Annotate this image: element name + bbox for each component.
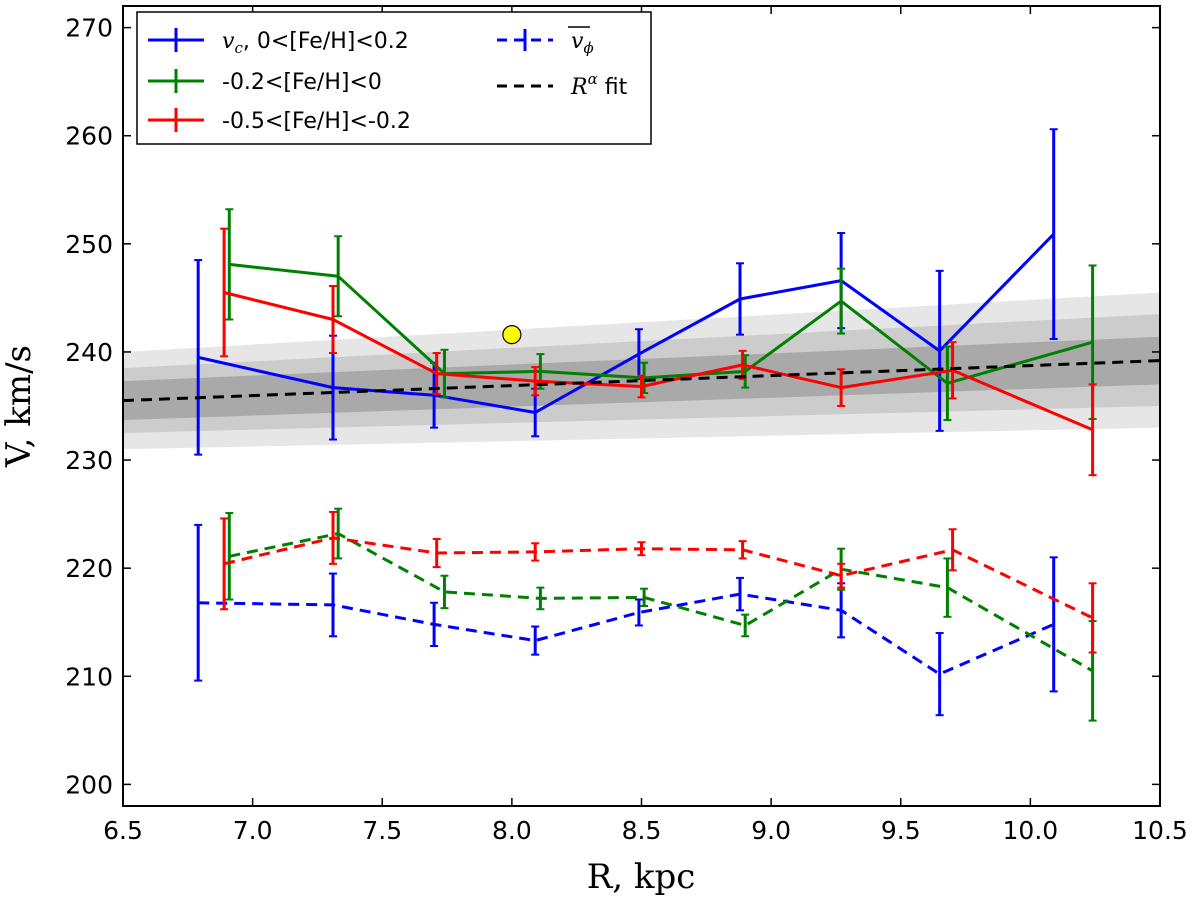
error-bar bbox=[943, 345, 952, 422]
x-tick-label: 9.0 bbox=[751, 816, 791, 845]
y-tick-label: 260 bbox=[65, 122, 113, 151]
y-tick-label: 250 bbox=[65, 230, 113, 259]
error-bar bbox=[948, 528, 957, 572]
error-bar bbox=[328, 572, 337, 638]
marker-layer bbox=[502, 325, 522, 345]
error-bar bbox=[738, 540, 747, 560]
series-4 bbox=[194, 523, 1058, 717]
error-bar bbox=[935, 269, 944, 432]
data-series bbox=[123, 128, 1160, 722]
series-line bbox=[198, 592, 1055, 676]
legend-vc-symbol: v bbox=[222, 29, 235, 54]
x-tick-label: 8.0 bbox=[492, 816, 532, 845]
legend-label-vphi: vϕ bbox=[571, 29, 594, 57]
x-tick-label: 9.5 bbox=[881, 816, 921, 845]
legend-entry-vphi: vϕ bbox=[497, 26, 594, 57]
legend-label-vc: vc, 0<[Fe/H]<0.2 bbox=[222, 29, 409, 57]
error-bar bbox=[943, 557, 952, 618]
legend-fit-superscript: α bbox=[588, 70, 598, 88]
legend-vc-subscript: c bbox=[234, 39, 243, 57]
error-bar bbox=[736, 576, 745, 612]
error-bar bbox=[640, 587, 649, 607]
y-tick-label: 270 bbox=[65, 14, 113, 43]
axis-ticks: 6.5 7.0 7.5 8.0 8.5 9.0 9.5 10.0 10.5 200 210 220 23… bbox=[65, 6, 1188, 845]
series-7 bbox=[123, 359, 1160, 403]
legend-label-green: -0.2<[Fe/H]<0 bbox=[222, 70, 382, 95]
legend-label-red: -0.5<[Fe/H]<-0.2 bbox=[222, 109, 411, 134]
error-bar bbox=[430, 601, 439, 647]
legend: vc, 0<[Fe/H]<0.2 -0.2<[Fe/H]<0 -0.5<[Fe/… bbox=[136, 11, 652, 145]
error-bar bbox=[328, 285, 337, 355]
x-axis-title: R, kpc bbox=[587, 857, 696, 897]
legend-entry-green: -0.2<[Fe/H]<0 bbox=[148, 69, 382, 95]
legend-label-fit: Rα fit bbox=[570, 70, 628, 100]
x-tick-label: 7.0 bbox=[233, 816, 273, 845]
legend-entry-vc: vc, 0<[Fe/H]<0.2 bbox=[148, 28, 409, 57]
legend-fit-symbol: R bbox=[570, 75, 588, 100]
error-bar bbox=[741, 613, 750, 638]
legend-vc-rest: , 0<[Fe/H]<0.2 bbox=[243, 29, 409, 54]
error-bar bbox=[531, 542, 540, 562]
series-line bbox=[123, 359, 1160, 403]
y-tick-label: 200 bbox=[65, 770, 113, 799]
error-bar bbox=[225, 208, 234, 321]
error-bar bbox=[1049, 556, 1058, 693]
error-bar bbox=[194, 523, 203, 682]
error-bar bbox=[334, 235, 343, 318]
error-bar bbox=[948, 341, 957, 400]
y-tick-label: 230 bbox=[65, 446, 113, 475]
series-6 bbox=[220, 510, 1097, 654]
error-bar bbox=[531, 625, 540, 656]
series-3 bbox=[220, 227, 1097, 477]
x-tick-label: 8.5 bbox=[622, 816, 662, 845]
error-bar bbox=[334, 507, 343, 560]
error-bar bbox=[1049, 128, 1058, 340]
y-axis-title: V, km/s bbox=[0, 345, 39, 468]
legend-fit-rest: fit bbox=[598, 75, 628, 100]
error-bar bbox=[738, 349, 747, 380]
x-tick-label: 10.0 bbox=[1003, 816, 1059, 845]
error-bar bbox=[536, 586, 545, 611]
error-bar bbox=[432, 537, 441, 569]
error-bar bbox=[531, 366, 540, 397]
error-bar bbox=[440, 574, 449, 610]
legend-vphi-symbol: v bbox=[571, 29, 584, 54]
legend-entry-red: -0.5<[Fe/H]<-0.2 bbox=[148, 108, 411, 134]
error-bar bbox=[225, 512, 234, 601]
error-bar bbox=[837, 267, 846, 335]
error-bar bbox=[637, 541, 646, 557]
error-bar bbox=[837, 368, 846, 407]
error-bar bbox=[935, 632, 944, 717]
error-bar bbox=[736, 262, 745, 336]
error-bar bbox=[536, 353, 545, 390]
legend-entry-fit: Rα fit bbox=[497, 70, 628, 100]
error-bar bbox=[634, 598, 643, 627]
error-bar bbox=[194, 259, 203, 456]
legend-box bbox=[136, 11, 652, 145]
x-tick-label: 6.5 bbox=[103, 816, 143, 845]
legend-vphi-subscript: ϕ bbox=[583, 39, 593, 57]
error-bar bbox=[1088, 582, 1097, 654]
error-bar bbox=[1088, 383, 1097, 477]
error-bar bbox=[637, 374, 646, 399]
sun-marker bbox=[502, 325, 522, 345]
error-bar bbox=[328, 510, 337, 565]
error-bar bbox=[837, 562, 846, 589]
error-bar bbox=[220, 517, 229, 611]
fit-confidence-bands bbox=[123, 292, 1160, 450]
y-tick-label: 240 bbox=[65, 338, 113, 367]
y-tick-label: 220 bbox=[65, 554, 113, 583]
x-tick-label: 7.5 bbox=[362, 816, 402, 845]
y-tick-label: 210 bbox=[65, 662, 113, 691]
x-tick-label: 10.5 bbox=[1132, 816, 1188, 845]
error-bar bbox=[220, 227, 229, 358]
